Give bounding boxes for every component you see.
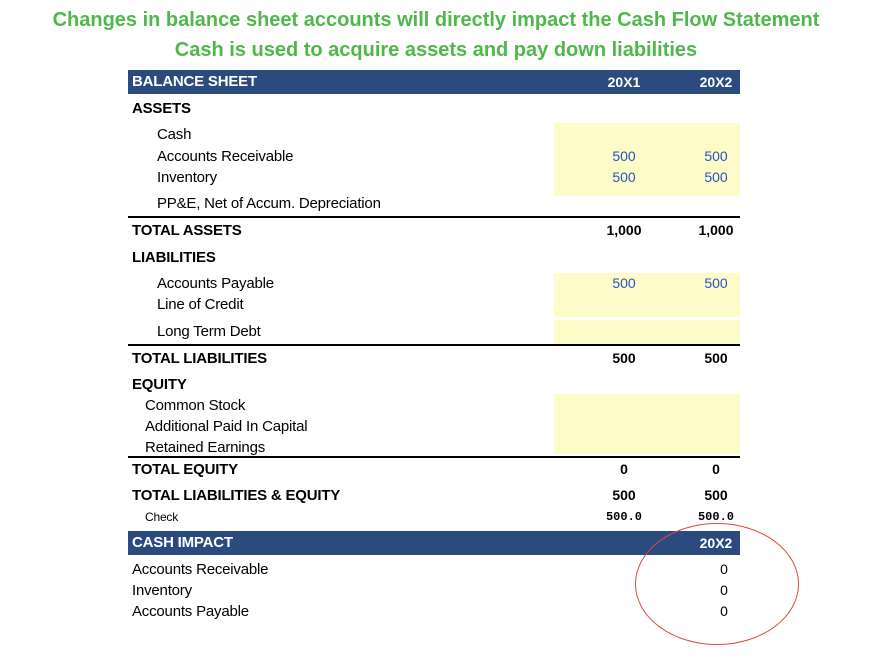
total-assets-label: TOTAL ASSETS: [132, 222, 242, 239]
cash-label: Cash: [157, 126, 192, 143]
assets-input-area: [554, 123, 740, 196]
common-stock-label: Common Stock: [145, 397, 246, 414]
check-20x1: 500.0: [605, 510, 642, 524]
accounts-receivable-row: Accounts Receivable 500 500: [128, 146, 740, 167]
apic-label: Additional Paid In Capital: [145, 418, 308, 435]
cash-impact-label: Accounts Payable: [132, 603, 249, 620]
total-le-20x2: 500: [704, 487, 728, 503]
cash-row: Cash: [128, 124, 740, 145]
equity-header-row: EQUITY: [128, 374, 740, 395]
assets-header-row: ASSETS: [128, 98, 740, 119]
long-term-debt-input-area: [554, 320, 740, 344]
total-le-row: TOTAL LIABILITIES & EQUITY 500 500: [128, 485, 740, 506]
inventory-row: Inventory 500 500: [128, 167, 740, 188]
inventory-20x2[interactable]: 500: [704, 169, 728, 185]
accounts-receivable-20x1[interactable]: 500: [612, 148, 636, 164]
accounts-receivable-label: Accounts Receivable: [157, 148, 294, 165]
liabilities-input-area: [554, 273, 740, 317]
cash-impact-label: Inventory: [132, 582, 192, 599]
ppe-label: PP&E, Net of Accum. Depreciation: [157, 195, 381, 212]
line-of-credit-row: Line of Credit: [128, 294, 740, 315]
total-liabilities-20x2: 500: [704, 350, 728, 366]
total-liabilities-20x1: 500: [612, 350, 636, 366]
column-20x1: 20X1: [607, 74, 641, 90]
total-equity-divider: [128, 456, 740, 458]
accounts-payable-label: Accounts Payable: [157, 275, 274, 292]
total-equity-20x2: 0: [712, 461, 720, 477]
balance-sheet-header: BALANCE SHEET 20X1 20X2: [128, 70, 740, 94]
total-liabilities-label: TOTAL LIABILITIES: [132, 350, 267, 367]
total-equity-row: TOTAL EQUITY 0 0: [128, 459, 740, 480]
long-term-debt-label: Long Term Debt: [157, 323, 261, 340]
total-equity-20x1: 0: [620, 461, 628, 477]
total-liabilities-divider: [128, 344, 740, 346]
check-label: Check: [145, 510, 179, 524]
inventory-20x1[interactable]: 500: [612, 169, 636, 185]
total-liabilities-row: TOTAL LIABILITIES 500 500: [128, 348, 740, 369]
heading-line-1: Changes in balance sheet accounts will d…: [52, 9, 820, 31]
long-term-debt-row: Long Term Debt: [128, 321, 740, 342]
total-equity-label: TOTAL EQUITY: [132, 461, 238, 478]
cash-impact-label: Accounts Receivable: [132, 561, 269, 578]
equity-input-area: [554, 394, 740, 454]
balance-sheet-title: BALANCE SHEET: [132, 73, 257, 90]
liabilities-header: LIABILITIES: [132, 249, 216, 266]
inventory-label: Inventory: [157, 169, 217, 186]
annotation-circle: [635, 523, 799, 645]
common-stock-row: Common Stock: [128, 395, 740, 416]
column-20x2: 20X2: [699, 74, 733, 90]
total-assets-divider: [128, 216, 740, 218]
total-le-20x1: 500: [612, 487, 636, 503]
liabilities-header-row: LIABILITIES: [128, 247, 740, 268]
ppe-row: PP&E, Net of Accum. Depreciation: [128, 193, 740, 214]
cash-impact-title: CASH IMPACT: [132, 534, 233, 551]
cash-impact-header: CASH IMPACT 20X2: [128, 531, 740, 555]
retained-earnings-row: Retained Earnings: [128, 437, 740, 458]
equity-header: EQUITY: [132, 376, 187, 393]
accounts-payable-20x2[interactable]: 500: [704, 275, 728, 291]
assets-header: ASSETS: [132, 100, 191, 117]
line-of-credit-label: Line of Credit: [157, 296, 244, 313]
accounts-receivable-20x2[interactable]: 500: [704, 148, 728, 164]
check-20x2: 500.0: [697, 510, 734, 524]
accounts-payable-20x1[interactable]: 500: [612, 275, 636, 291]
accounts-payable-row: Accounts Payable 500 500: [128, 273, 740, 294]
heading-line-2: Cash is used to acquire assets and pay d…: [174, 39, 698, 61]
total-assets-row: TOTAL ASSETS 1,000 1,000: [128, 220, 740, 241]
check-row: Check 500.0 500.0: [128, 507, 740, 528]
total-assets-20x2: 1,000: [698, 222, 734, 238]
balance-sheet-table: BALANCE SHEET 20X1 20X2 ASSETS Cash Acco…: [128, 70, 740, 630]
total-le-label: TOTAL LIABILITIES & EQUITY: [132, 487, 341, 504]
total-assets-20x1: 1,000: [606, 222, 642, 238]
apic-row: Additional Paid In Capital: [128, 416, 740, 437]
retained-earnings-label: Retained Earnings: [145, 439, 266, 456]
